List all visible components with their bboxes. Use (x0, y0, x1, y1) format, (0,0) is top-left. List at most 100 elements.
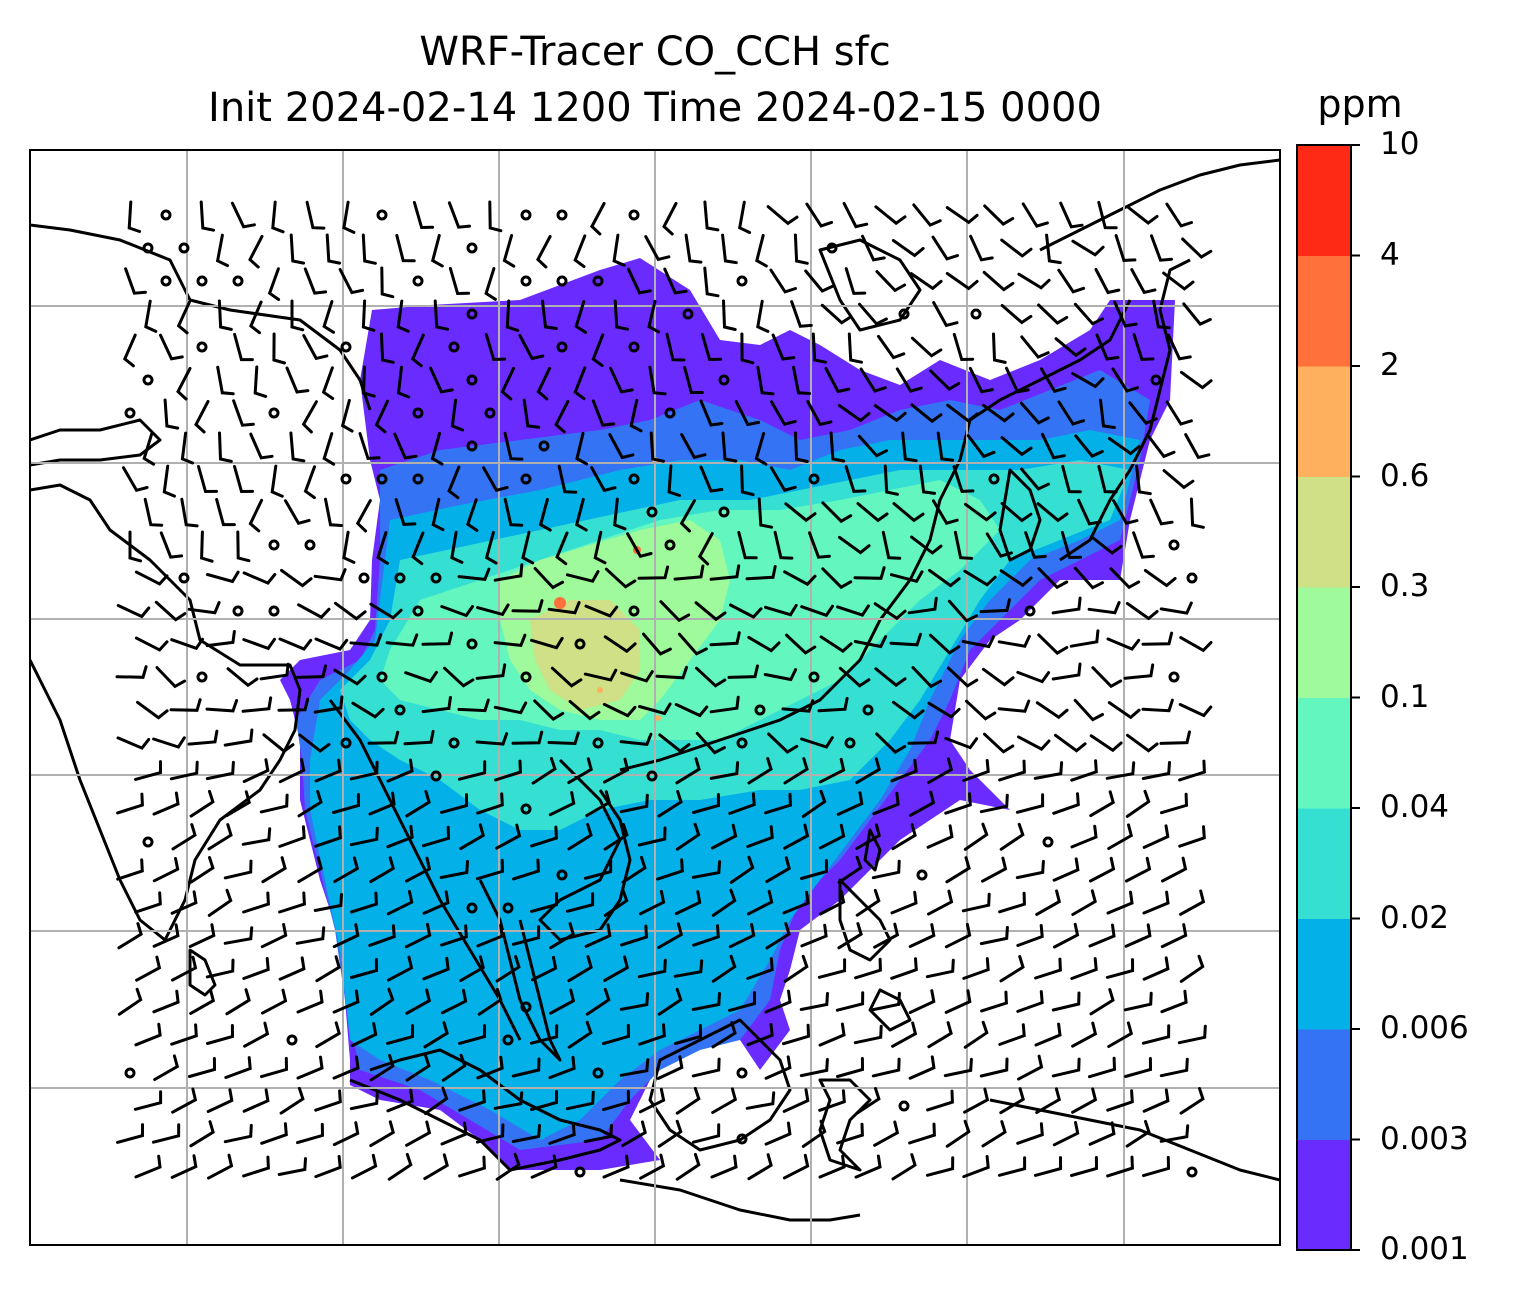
wind-barb (133, 1090, 163, 1111)
wind-barb (116, 1123, 144, 1144)
wind-barb (747, 635, 781, 653)
wind-barb (946, 403, 979, 423)
wind-barb (754, 432, 768, 466)
colorbar-segment (1297, 808, 1351, 919)
wind-barb (430, 233, 444, 268)
wind-barb (875, 270, 907, 293)
wind-barb-calm (520, 473, 532, 485)
wind-barb (511, 925, 541, 946)
wind-barb (368, 924, 396, 947)
wind-barb (1165, 202, 1193, 228)
wind-barb (799, 1058, 829, 1078)
wind-barb-calm (718, 506, 730, 518)
wind-barb (873, 922, 900, 949)
wind-barb (729, 855, 755, 884)
wind-barb (907, 730, 940, 745)
wind-barb (322, 300, 335, 334)
wind-barb (1000, 238, 1033, 258)
wind-barb (1040, 432, 1066, 460)
wind-barb (207, 823, 233, 851)
wind-barb (216, 365, 235, 396)
wind-barb (1071, 372, 1105, 389)
wind-barb (550, 666, 583, 688)
wind-barb (662, 202, 678, 236)
wind-barb (638, 889, 666, 916)
wind-barb-calm (466, 308, 478, 320)
wind-barb-calm (178, 242, 190, 254)
wind-barb (829, 431, 846, 463)
wind-barb-calm (304, 539, 316, 551)
wind-barb-calm (682, 308, 694, 320)
wind-barb (567, 823, 593, 851)
wind-barb (854, 957, 882, 980)
wind-barb (484, 530, 498, 565)
wind-barb (1000, 304, 1033, 325)
wind-barb (963, 1087, 990, 1114)
wind-barb (945, 206, 979, 225)
wind-barb (1015, 859, 1045, 880)
wind-barb-calm (430, 572, 442, 584)
wind-barb (773, 530, 794, 560)
wind-barb (821, 567, 853, 590)
wind-barb (674, 703, 709, 718)
wind-barb (925, 1156, 955, 1177)
wind-barb (512, 858, 540, 881)
wind-barb (1039, 367, 1067, 393)
wind-barb (770, 400, 797, 426)
wind-barb (242, 571, 277, 585)
wind-barb (945, 856, 971, 884)
wind-barb-calm (124, 407, 136, 419)
wind-barb (430, 432, 444, 466)
wind-barb (927, 757, 954, 784)
wind-barb (1045, 233, 1062, 265)
field-level-0-6-spot (655, 715, 661, 721)
wind-barb (511, 1124, 541, 1143)
wind-barb (782, 1088, 810, 1113)
wind-barb (152, 923, 180, 948)
wind-barb (1178, 703, 1213, 718)
coastline-russia (1039, 158, 1280, 252)
wind-barb (1141, 698, 1174, 713)
wind-barb (324, 497, 343, 527)
wind-barb (270, 464, 284, 498)
wind-barb (699, 399, 724, 427)
wind-barb (909, 790, 936, 817)
wind-barb (423, 1021, 449, 1049)
wind-barb (727, 664, 759, 679)
wind-barb (603, 955, 630, 982)
wind-barb (116, 736, 151, 750)
wind-barb (872, 791, 900, 816)
wind-barb (979, 793, 1009, 814)
wind-barb (691, 860, 722, 879)
wind-barb (1125, 602, 1159, 621)
wind-barb (858, 302, 888, 326)
wind-barb-calm (466, 638, 478, 650)
wind-barb (225, 790, 251, 818)
wind-barb-calm (1150, 374, 1162, 386)
wind-barb-calm (358, 572, 370, 584)
coastline-java (619, 1178, 861, 1222)
wind-barb (890, 890, 918, 915)
wind-barb (855, 888, 881, 917)
wind-barb (522, 398, 541, 429)
wind-barb (1161, 856, 1188, 883)
wind-barb (350, 891, 378, 914)
wind-barb (680, 433, 707, 460)
wind-barb (1152, 299, 1171, 330)
wind-barb (931, 499, 959, 525)
wind-barb (709, 564, 741, 581)
wind-barb (836, 1057, 865, 1078)
wind-barb (944, 989, 972, 1014)
wind-barb (1017, 1054, 1044, 1081)
colorbar-tick-label: 0.006 (1380, 1010, 1469, 1046)
wind-barb (224, 1056, 252, 1079)
wind-barb (992, 332, 1007, 364)
wind-barb (349, 826, 379, 847)
wind-barb (673, 959, 704, 978)
wind-barb (494, 759, 522, 782)
wind-barb-calm (502, 1034, 514, 1046)
wind-barb-calm (484, 407, 496, 419)
wind-barb (475, 1123, 505, 1144)
wind-barb (673, 564, 705, 581)
wind-barb (206, 1024, 235, 1045)
